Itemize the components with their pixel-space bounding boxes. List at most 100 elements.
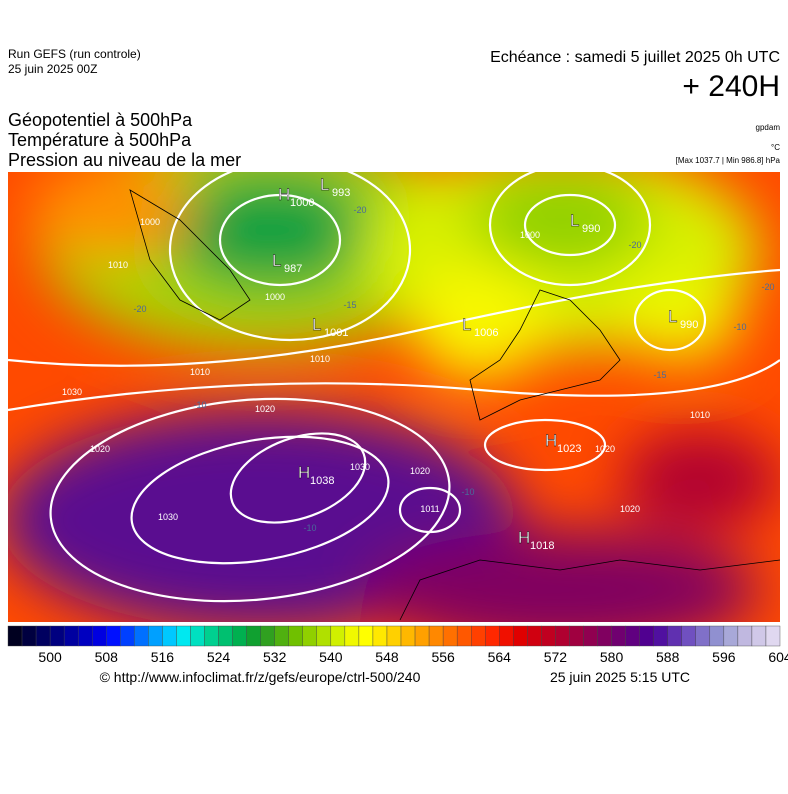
colorbar-cell — [372, 625, 388, 647]
field-name: Pression au niveau de la mer — [8, 150, 241, 170]
centre-value: 1000 — [290, 197, 314, 209]
isobar-label: 1010 — [690, 410, 710, 420]
pressure-centre: L 990 — [570, 211, 601, 235]
colorbar-cell — [597, 625, 612, 647]
colorbar-tick-label: 580 — [600, 649, 624, 665]
isobar-label: 1000 — [140, 217, 160, 227]
colorbar-tick-label: 604 — [768, 649, 788, 665]
pressure-centre: L 987 — [272, 251, 303, 275]
centre-value: 1006 — [474, 327, 498, 339]
temperature-label: -10 — [733, 322, 746, 332]
field-name: Géopotentiel à 500hPa — [8, 110, 193, 130]
colorbar-cell — [120, 625, 135, 647]
colorbar-cell — [513, 625, 528, 647]
centre-letter: L — [570, 211, 579, 230]
colorbar-cell — [611, 625, 626, 647]
colorbar-cell — [49, 625, 65, 647]
colorbar-cell — [499, 625, 514, 647]
colorbar-cell — [428, 625, 444, 647]
colorbar-cell — [316, 625, 332, 647]
colorbar-cell — [35, 625, 51, 647]
colorbar-cell — [485, 625, 500, 647]
colorbar-cell — [190, 625, 205, 647]
isobar-label: 1020 — [255, 404, 275, 414]
isobar-label: 1030 — [62, 387, 82, 397]
centre-letter: H — [278, 185, 290, 204]
centre-value: 990 — [582, 223, 600, 235]
temperature-label: -15 — [653, 370, 666, 380]
pressure-centre: H 1038 — [298, 463, 335, 487]
temperature-label: -10 — [461, 487, 474, 497]
colorbar-cell — [625, 625, 640, 647]
colorbar-tick-label: 572 — [544, 649, 568, 665]
colorbar-cell — [723, 625, 739, 647]
colorbar-tick-label: 564 — [488, 649, 512, 665]
isobar-label: 1020 — [595, 444, 615, 454]
field-name: Température à 500hPa — [8, 130, 192, 150]
unit: °C — [771, 143, 780, 152]
lead-time: + 240H — [682, 70, 780, 103]
colorbar-cell — [21, 625, 37, 647]
isobar-label: 1000 — [520, 230, 540, 240]
colorbar-cell — [7, 625, 23, 647]
source: © http://www.infoclimat.fr/z/gefs/europe… — [100, 669, 421, 685]
colorbar-cell — [709, 625, 725, 647]
colorbar-cell — [695, 625, 711, 647]
colorbar-cell — [386, 625, 402, 647]
colorbar-cell — [148, 625, 163, 647]
colorbar-cell — [204, 625, 219, 647]
colorbar-cell — [218, 625, 233, 647]
colorbar-cell — [456, 625, 472, 647]
colorbar-cell — [569, 625, 584, 647]
colorbar-cell — [414, 625, 430, 647]
isobar-label: 1010 — [310, 354, 330, 364]
centre-letter: L — [462, 315, 471, 334]
colorbar-cell — [92, 625, 107, 647]
isobar-label: 1000 — [265, 292, 285, 302]
colorbar-tick-label: 500 — [38, 649, 62, 665]
pressure-centre: H 1023 — [545, 431, 582, 455]
centre-letter: H — [518, 528, 530, 547]
colorbar-cell — [162, 625, 177, 647]
run-date: 25 juin 2025 00Z — [8, 62, 97, 76]
pressure-centre: L 990 — [668, 307, 699, 331]
isobar-label: 1020 — [90, 444, 110, 454]
colorbar-tick-label: 588 — [656, 649, 680, 665]
centre-letter: H — [298, 463, 310, 482]
centre-value: 1018 — [530, 540, 554, 552]
colorbar-cell — [541, 625, 556, 647]
colorbar-cell — [765, 625, 781, 647]
colorbar: 500 508 516 524 532 540 548 556 564 572 580 588 596 6… — [7, 625, 788, 665]
colorbar-tick-label: 548 — [375, 649, 399, 665]
temperature-label: -15 — [343, 300, 356, 310]
colorbar-tick-label: 596 — [712, 649, 736, 665]
isobar-label: 1020 — [620, 504, 640, 514]
colorbar-tick-label: 540 — [319, 649, 343, 665]
isobar-label: 1030 — [350, 462, 370, 472]
isobar-label: 1010 — [190, 367, 210, 377]
centre-value: 1001 — [324, 327, 348, 339]
colorbar-cell — [653, 625, 668, 647]
colorbar-cell — [288, 625, 303, 647]
colorbar-cell — [471, 625, 486, 647]
temperature-label: -20 — [761, 282, 774, 292]
colorbar-cell — [106, 625, 121, 647]
centre-letter: H — [545, 431, 557, 450]
colorbar-cell — [358, 625, 374, 647]
centre-letter: L — [272, 251, 281, 270]
colorbar-cell — [63, 625, 79, 647]
colorbar-cell — [260, 625, 275, 647]
colorbar-cell — [134, 625, 149, 647]
colorbar-cell — [274, 625, 289, 647]
colorbar-cell — [442, 625, 458, 647]
colorbar-tick-label: 556 — [431, 649, 455, 665]
colorbar-tick-label: 508 — [95, 649, 119, 665]
pressure-centre: L 1006 — [462, 315, 499, 339]
colorbar-cell — [555, 625, 570, 647]
centre-value: 990 — [680, 319, 698, 331]
pressure-centre: L 993 — [320, 175, 351, 199]
colorbar-cell — [77, 625, 93, 647]
centre-letter: L — [312, 315, 321, 334]
colorbar-cell — [737, 625, 753, 647]
colorbar-cell — [639, 625, 654, 647]
